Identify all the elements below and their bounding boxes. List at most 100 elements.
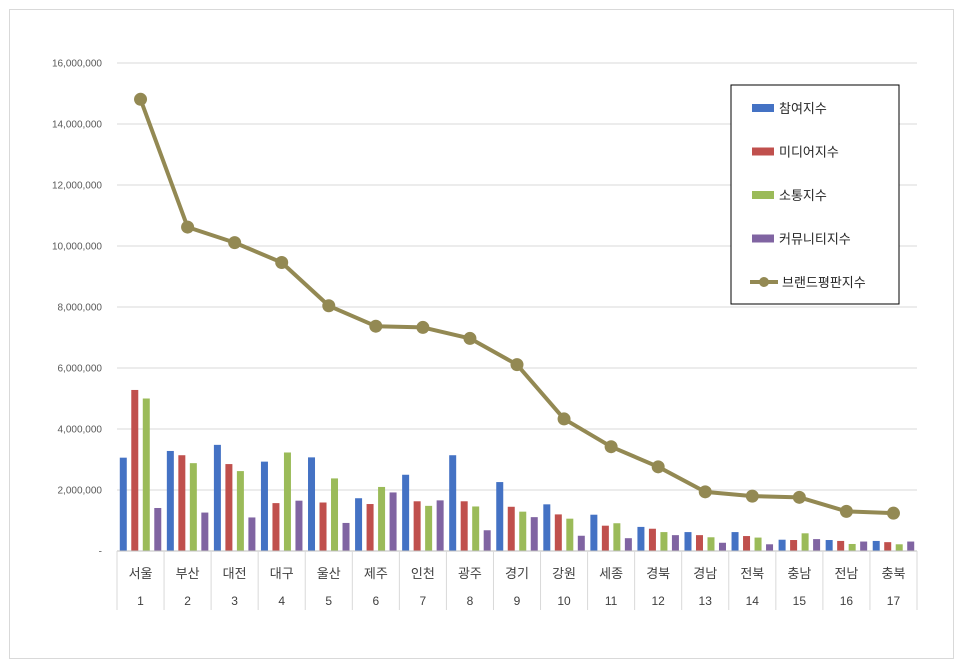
legend-swatch [752, 147, 774, 156]
line-point [510, 358, 524, 372]
bar [449, 455, 457, 551]
x-category-label: 세종 [599, 567, 623, 582]
y-tick-label: 6,000,000 [58, 364, 103, 375]
x-rank-label: 5 [325, 594, 332, 608]
x-category-label: 대구 [270, 567, 294, 582]
bar [554, 514, 562, 551]
bar [496, 482, 504, 551]
x-rank-label: 6 [372, 594, 379, 608]
bar [425, 505, 433, 551]
x-rank-label: 12 [651, 594, 665, 608]
x-rank-label: 7 [420, 594, 427, 608]
legend-swatch [752, 104, 774, 112]
x-rank-label: 14 [746, 594, 760, 608]
chart-frame: - 2,000,000 4,000,000 6,000,000 8,000,000 10,… [9, 9, 954, 659]
line-point [369, 319, 383, 333]
line-point [651, 460, 665, 474]
y-tick-label: 2,000,000 [58, 486, 103, 497]
y-axis-ticks: - 2,000,000 4,000,000 6,000,000 8,000,000 10,… [52, 59, 102, 558]
x-category-label: 충남 [787, 567, 811, 582]
legend-label: 브랜드평판지수 [782, 276, 866, 291]
legend-label: 미디어지수 [779, 146, 839, 161]
bar [389, 492, 397, 551]
y-tick-label: 8,000,000 [58, 303, 103, 314]
legend-swatch [752, 191, 774, 199]
bar [119, 457, 127, 551]
x-category-label: 충북 [882, 567, 906, 582]
x-category-label: 강원 [552, 567, 576, 582]
line-point [886, 506, 900, 520]
line-point [134, 92, 148, 106]
bar [718, 542, 726, 551]
bar [213, 444, 221, 551]
bar [671, 535, 679, 551]
bar [507, 506, 515, 551]
line-point [698, 485, 712, 499]
bar [142, 398, 150, 551]
bar [860, 541, 868, 551]
y-tick-label: 12,000,000 [52, 181, 102, 192]
bar [483, 530, 491, 551]
brand-reputation-chart: - 2,000,000 4,000,000 6,000,000 8,000,000 10,… [52, 59, 918, 610]
bar [342, 522, 350, 551]
bar [472, 506, 480, 551]
bar [590, 514, 598, 551]
legend-label: 커뮤니티지수 [779, 233, 851, 248]
legend-marker [759, 277, 769, 287]
x-rank-label: 2 [184, 594, 191, 608]
line-point [275, 255, 289, 269]
x-rank-label: 4 [278, 594, 285, 608]
bar [436, 500, 444, 551]
bar [460, 501, 468, 551]
bar [131, 389, 139, 551]
bar [895, 544, 903, 551]
bar [813, 539, 821, 551]
line-point [463, 331, 477, 345]
legend-label: 소통지수 [779, 189, 827, 204]
bar [743, 536, 751, 551]
brand-index-line [134, 92, 900, 520]
legend-label: 참여지수 [779, 102, 827, 117]
bar [577, 535, 585, 551]
x-axis: 서울 1 부산 2 대전 3 대구 4 울산 5 제주 6 인천 7 광주 8 경기 9 강원 10 세종 11 경북 12 경… [116, 550, 918, 610]
bar [637, 526, 645, 551]
x-category-label: 전남 [834, 567, 858, 582]
y-tick-label: 4,000,000 [58, 425, 103, 436]
bar [837, 540, 845, 551]
y-tick-label: - [99, 547, 102, 558]
bar [825, 540, 833, 551]
bar [848, 543, 856, 551]
bar [519, 511, 527, 551]
x-category-label: 서울 [129, 567, 153, 582]
bar [695, 535, 703, 551]
x-rank-label: 1 [137, 594, 144, 608]
bars [119, 389, 915, 551]
line-point [745, 489, 759, 503]
x-category-label: 광주 [458, 567, 482, 582]
bar [778, 539, 786, 551]
bar [707, 537, 715, 551]
bar [331, 478, 339, 551]
line-point [228, 236, 242, 250]
y-tick-label: 10,000,000 [52, 242, 102, 253]
bar [178, 455, 186, 551]
x-rank-label: 15 [793, 594, 807, 608]
bar [272, 503, 280, 551]
bar [295, 500, 303, 551]
bar [907, 541, 915, 551]
x-category-label: 부산 [176, 567, 200, 582]
bar [684, 532, 692, 551]
bar [530, 517, 538, 551]
bar [872, 540, 880, 551]
x-category-label: 경북 [646, 567, 670, 582]
x-rank-label: 10 [557, 594, 571, 608]
bar [260, 461, 268, 551]
bar [601, 525, 609, 551]
bar [355, 498, 363, 551]
x-category-label: 제주 [364, 567, 388, 582]
line-point [792, 490, 806, 504]
bar [378, 486, 386, 551]
bar [402, 474, 410, 551]
x-rank-label: 16 [840, 594, 854, 608]
